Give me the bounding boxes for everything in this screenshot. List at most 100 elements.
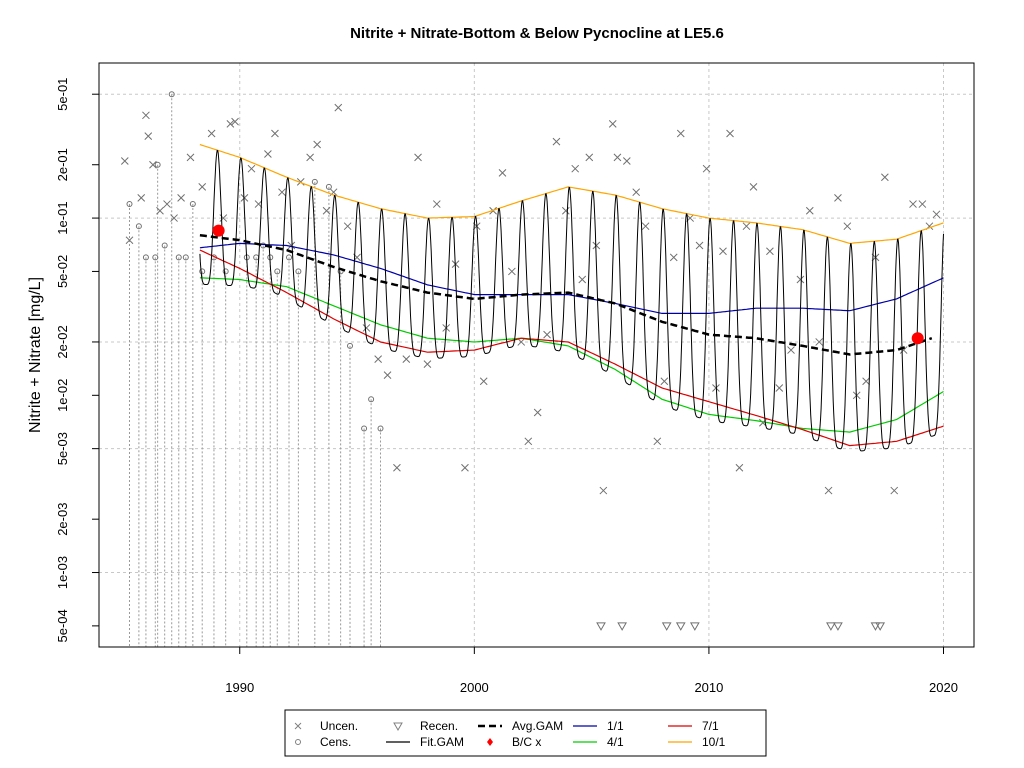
uncensored-point — [702, 164, 711, 173]
y-tick-label: 1e-03 — [55, 556, 70, 589]
uncensored-point — [334, 103, 343, 112]
uncensored-point — [578, 275, 587, 284]
uncensored-point — [719, 247, 727, 256]
uncensored-point — [306, 153, 314, 162]
x-axis: 1990 2000 2010 2020 — [225, 646, 958, 695]
uncensored-point — [343, 222, 352, 231]
y-tick-label: 5e-02 — [55, 255, 70, 288]
censored-range-lines — [128, 94, 382, 647]
uncensored-point — [524, 437, 533, 446]
recensored-point — [689, 622, 700, 631]
recensored-point — [870, 622, 881, 631]
uncensored-point — [461, 463, 469, 472]
data-points — [120, 91, 941, 631]
uncensored-point — [226, 120, 235, 128]
legend-label: Uncen. — [320, 719, 358, 733]
y-tick-label: 2e-02 — [55, 325, 70, 358]
uncensored-point — [296, 178, 305, 186]
uncensored-point — [862, 377, 870, 386]
legend-swatch-recen — [393, 722, 403, 732]
uncensored-point — [932, 210, 941, 219]
uncensored-point — [247, 164, 256, 173]
censored-point — [152, 254, 159, 261]
y-axis-label: Nitrite + Nitrate [mg/L] — [27, 277, 44, 433]
recensored-point — [833, 622, 843, 631]
uncensored-point — [749, 183, 758, 191]
uncensored-point — [571, 164, 580, 173]
uncensored-point — [824, 486, 833, 495]
censored-point — [325, 183, 332, 190]
uncensored-point — [177, 194, 185, 202]
uncensored-point — [599, 486, 608, 495]
legend: Uncen. Cens. Recen. Fit.GAM Avg.GAM B/C x 1/1 4… — [284, 709, 767, 757]
fit-gam-path — [199, 149, 944, 452]
legend-label: 1/1 — [607, 719, 624, 733]
x-tick-label: 1990 — [225, 680, 254, 695]
y-axis: 5e-04 1e-03 2e-03 5e-03 1e-02 2e-02 5e-02 1e-01… — [55, 78, 100, 643]
uncensored-point — [622, 157, 631, 165]
uncensored-point — [264, 150, 272, 158]
uncensored-point — [766, 247, 774, 256]
recensored-point — [617, 622, 627, 631]
censored-point — [368, 396, 375, 403]
uncensored-point — [881, 173, 889, 182]
legend-swatch-bc — [487, 738, 493, 746]
uncensored-point — [393, 463, 401, 472]
censored-point — [135, 223, 142, 230]
uncensored-point — [125, 236, 134, 245]
uncensored-point — [313, 140, 322, 149]
uncensored-point — [660, 377, 669, 386]
censored-point — [377, 425, 384, 432]
series-line-avg-gam — [199, 234, 933, 356]
recensored-point — [675, 622, 686, 631]
uncensored-point — [271, 129, 279, 138]
uncensored-point — [240, 194, 249, 202]
censored-point — [199, 268, 206, 275]
uncensored-point — [543, 330, 551, 339]
x-tick-label: 2020 — [929, 680, 958, 695]
uncensored-point — [383, 371, 392, 379]
legend-box — [284, 709, 767, 757]
legend-swatch-uncen — [294, 722, 302, 730]
legend-label: Cens. — [320, 735, 351, 749]
uncensored-point — [787, 346, 795, 354]
y-tick-label: 5e-04 — [55, 609, 70, 642]
uncensored-point — [608, 120, 617, 128]
y-tick-label: 1e-02 — [55, 379, 70, 412]
uncensored-point — [775, 384, 784, 392]
uncensored-point — [669, 253, 678, 262]
censored-point — [222, 268, 229, 275]
uncensored-point — [508, 267, 516, 276]
legend-label: 7/1 — [702, 719, 719, 733]
uncensored-point — [231, 117, 239, 126]
x-tick-label: 2010 — [694, 680, 723, 695]
bc-point — [911, 332, 924, 345]
uncensored-point — [207, 129, 216, 138]
fit-gam-line — [199, 149, 944, 452]
legend-label: B/C x — [512, 735, 541, 749]
censored-point — [154, 161, 161, 168]
uncensored-point — [585, 153, 594, 162]
censored-point — [175, 254, 182, 261]
uncensored-point — [163, 200, 171, 208]
uncensored-point — [533, 408, 542, 417]
recensored-point — [875, 622, 886, 631]
uncensored-point — [695, 241, 704, 250]
uncensored-point — [402, 355, 411, 363]
legend-label: Fit.GAM — [420, 735, 464, 749]
uncensored-point — [676, 129, 685, 138]
legend-label: 10/1 — [702, 735, 726, 749]
uncensored-point — [517, 338, 526, 346]
censored-point — [126, 201, 133, 208]
uncensored-point — [287, 241, 296, 250]
series-line-10-1 — [199, 143, 944, 245]
uncensored-point — [742, 222, 751, 231]
uncensored-point — [834, 194, 842, 202]
x-tick-label: 2000 — [460, 680, 489, 695]
legend-swatch-cens — [295, 739, 301, 745]
recensored-point — [826, 622, 836, 631]
uncensored-point — [815, 338, 824, 346]
uncensored-point — [726, 129, 734, 138]
censored-point — [189, 201, 196, 208]
